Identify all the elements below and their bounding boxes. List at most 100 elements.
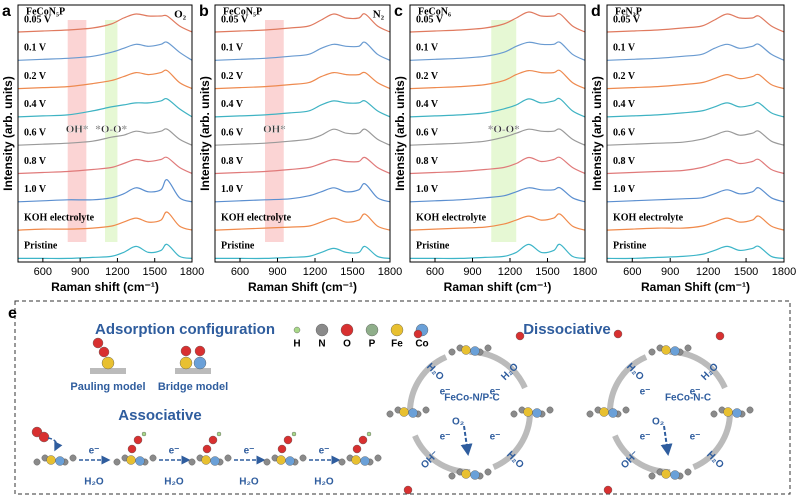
x-axis-label: Raman shift (cm⁻¹)	[444, 280, 552, 294]
atom	[338, 458, 346, 466]
atom	[46, 455, 56, 465]
trace-label: 0.4 V	[613, 99, 636, 110]
atom	[390, 323, 404, 337]
spectrum	[214, 128, 391, 146]
trace-label: 0.05 V	[221, 14, 249, 25]
band	[265, 20, 284, 242]
oxygen-label: O₂	[652, 417, 664, 428]
x-axis-label: Raman Shift (cm⁻¹)	[248, 280, 357, 294]
atom	[684, 468, 692, 476]
spectrum	[214, 13, 391, 33]
panel-title: FeCoN₅P	[223, 6, 262, 17]
water-label: H₂O	[624, 361, 646, 383]
trace-label: KOH electrolyte	[221, 212, 292, 223]
trace-label: KOH electrolyte	[24, 212, 95, 223]
atom	[216, 431, 222, 437]
oxygen-label: O₂	[452, 417, 464, 428]
spectrum	[214, 183, 391, 203]
electron-label: e⁻	[640, 387, 651, 398]
atom	[33, 458, 41, 466]
band-label: *O-O*	[488, 124, 520, 136]
x-tick-label: 600	[426, 266, 444, 278]
panel-title: FeCoN₅P	[26, 6, 65, 17]
trace-label: 0.2 V	[24, 71, 47, 82]
atom	[661, 469, 671, 479]
water-label: H₂O	[704, 449, 726, 471]
trace-label: 1.0 V	[613, 184, 636, 195]
x-tick-label: 1800	[378, 266, 402, 278]
plot-frame	[17, 4, 193, 263]
atom	[613, 329, 623, 339]
spectrum	[409, 186, 586, 203]
trace-label: 1.0 V	[24, 184, 47, 195]
water-label: H₂O	[239, 477, 259, 488]
band	[105, 20, 118, 242]
atom	[399, 407, 409, 417]
spectrum	[17, 69, 193, 90]
plot-frame	[214, 4, 391, 263]
spectrum	[17, 97, 193, 118]
spectrum	[214, 41, 391, 61]
x-tick-label: 600	[34, 266, 52, 278]
spectrum	[410, 243, 586, 260]
atom	[224, 454, 232, 462]
electron-label: e⁻	[244, 446, 255, 457]
atom	[291, 431, 297, 437]
atom	[210, 456, 220, 466]
band-label: *O-O*	[95, 124, 127, 136]
trace-label: 0.8 V	[416, 156, 439, 167]
atom	[188, 458, 196, 466]
trace-label: KOH electrolyte	[613, 212, 684, 223]
atom	[608, 408, 618, 418]
trace-label: 0.05 V	[416, 14, 444, 25]
spectrum	[17, 179, 193, 203]
x-tick-label: 1200	[498, 266, 522, 278]
legend-label: Co	[415, 339, 428, 350]
trace-label: 1.0 V	[416, 184, 439, 195]
atom	[263, 458, 271, 466]
atom	[202, 444, 212, 454]
trace-label: 0.8 V	[613, 156, 636, 167]
atom	[484, 468, 492, 476]
atom	[413, 329, 423, 339]
panel-label: c	[394, 3, 403, 20]
electron-label: e⁻	[319, 446, 330, 457]
atom	[586, 410, 594, 418]
plot-frame	[606, 4, 785, 263]
atom	[670, 470, 680, 480]
spectrum	[606, 187, 785, 203]
band	[491, 20, 517, 242]
x-tick-label: 600	[231, 266, 249, 278]
water-label: H₂O	[164, 477, 184, 488]
spectrum	[409, 213, 586, 231]
trace-label: 0.05 V	[24, 14, 52, 25]
atom	[715, 331, 725, 341]
trace-label: 0.1 V	[613, 43, 636, 54]
atom	[135, 456, 145, 466]
trace-label: 0.6 V	[416, 127, 439, 138]
spectrum	[606, 215, 785, 231]
arrow	[47, 437, 63, 452]
trace-label: 0.4 V	[221, 99, 244, 110]
atom	[133, 435, 143, 445]
atom	[461, 469, 471, 479]
atom	[360, 456, 370, 466]
x-tick-label: 1800	[573, 266, 597, 278]
atom	[366, 431, 372, 437]
atom	[670, 346, 680, 356]
trace-label: 0.8 V	[221, 156, 244, 167]
support	[175, 368, 211, 374]
electron-label: e⁻	[89, 446, 100, 457]
spectrum	[606, 43, 785, 61]
trace-label: 0.05 V	[613, 14, 641, 25]
x-axis-label: Raman shift (cm⁻¹)	[51, 280, 159, 294]
atom	[648, 472, 656, 480]
legend-label: O	[343, 339, 351, 350]
panel-label: d	[591, 3, 601, 20]
atom	[55, 456, 65, 466]
spectrum	[215, 245, 391, 260]
arrow	[460, 425, 473, 456]
atom	[194, 345, 206, 357]
panel-title: FeN₃P	[615, 6, 642, 17]
spectrum	[17, 128, 193, 146]
